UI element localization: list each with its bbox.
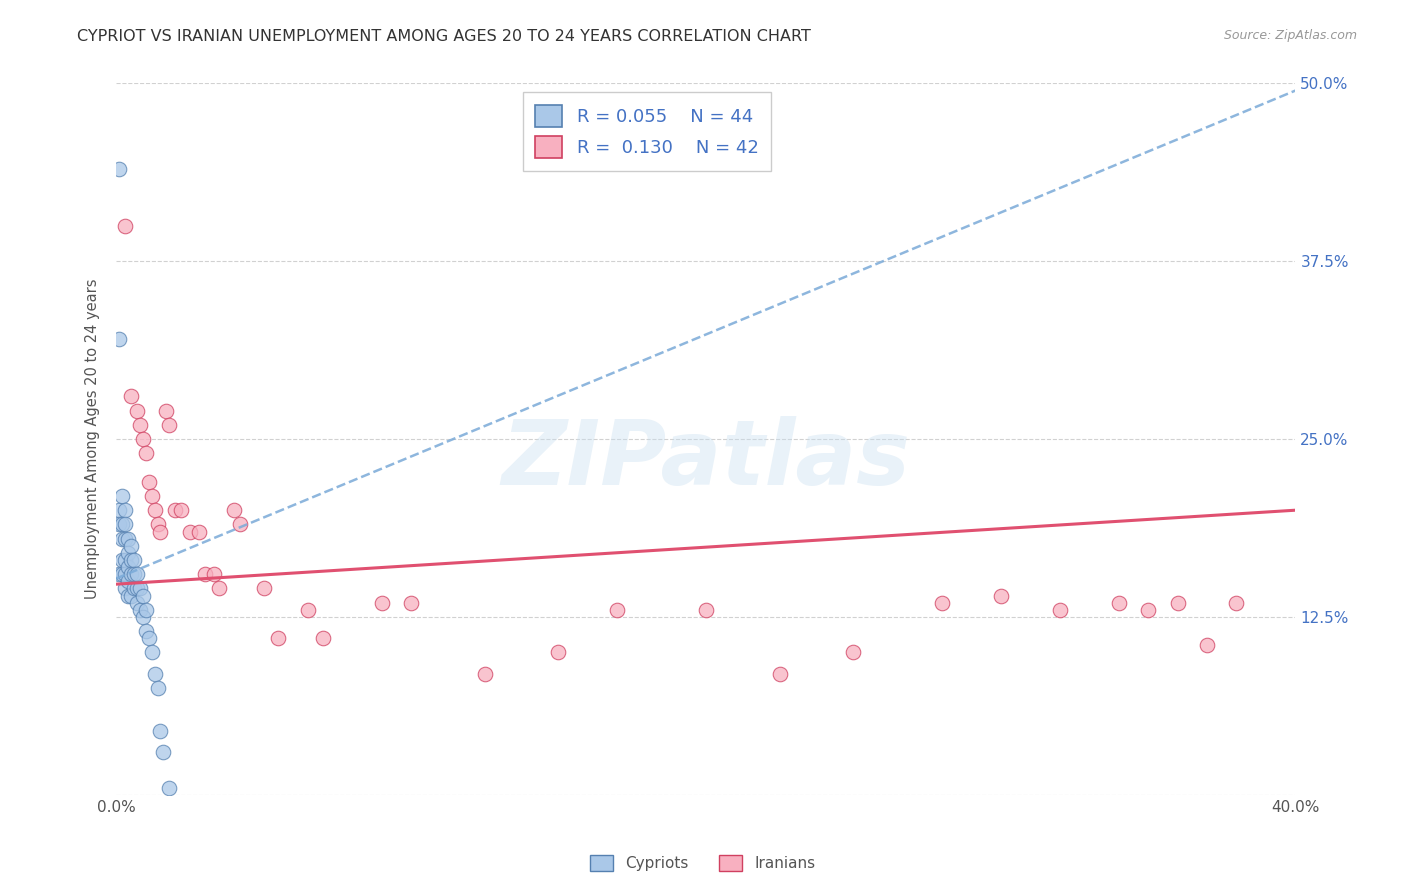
Point — [111, 553, 134, 567]
Point — [117, 546, 139, 560]
Point — [138, 631, 160, 645]
Point — [114, 503, 136, 517]
Point — [224, 503, 246, 517]
Y-axis label: Unemployment Among Ages 20 to 24 years: Unemployment Among Ages 20 to 24 years — [86, 279, 100, 599]
Point — [141, 489, 163, 503]
Point — [135, 446, 157, 460]
Point — [120, 553, 142, 567]
Point — [108, 567, 131, 582]
Point — [114, 517, 136, 532]
Point — [111, 567, 134, 582]
Point — [135, 603, 157, 617]
Point — [842, 645, 865, 659]
Point — [149, 723, 172, 738]
Point — [114, 219, 136, 233]
Point — [399, 596, 422, 610]
Point — [117, 560, 139, 574]
Point — [152, 745, 174, 759]
Point — [128, 582, 150, 596]
Point — [122, 553, 145, 567]
Point — [149, 524, 172, 539]
Point — [155, 403, 177, 417]
Point — [132, 589, 155, 603]
Point — [114, 553, 136, 567]
Point — [253, 582, 276, 596]
Point — [108, 517, 131, 532]
Point — [1167, 596, 1189, 610]
Point — [990, 589, 1012, 603]
Point — [114, 567, 136, 582]
Text: Source: ZipAtlas.com: Source: ZipAtlas.com — [1223, 29, 1357, 42]
Point — [157, 780, 180, 795]
Point — [111, 532, 134, 546]
Point — [132, 610, 155, 624]
Point — [111, 517, 134, 532]
Point — [229, 517, 252, 532]
Point — [143, 503, 166, 517]
Point — [1137, 603, 1160, 617]
Point — [547, 645, 569, 659]
Point — [128, 417, 150, 432]
Point — [138, 475, 160, 489]
Point — [143, 666, 166, 681]
Point — [120, 539, 142, 553]
Point — [1225, 596, 1247, 610]
Point — [370, 596, 392, 610]
Point — [170, 503, 193, 517]
Point — [311, 631, 333, 645]
Point — [122, 582, 145, 596]
Point — [117, 574, 139, 589]
Point — [108, 503, 131, 517]
Point — [111, 489, 134, 503]
Point — [931, 596, 953, 610]
Text: ZIPatlas: ZIPatlas — [502, 417, 910, 504]
Point — [202, 567, 225, 582]
Point — [122, 567, 145, 582]
Point — [194, 567, 217, 582]
Point — [108, 161, 131, 176]
Legend: Cypriots, Iranians: Cypriots, Iranians — [585, 849, 821, 877]
Point — [128, 603, 150, 617]
Point — [768, 666, 790, 681]
Point — [606, 603, 628, 617]
Point — [120, 567, 142, 582]
Point — [157, 417, 180, 432]
Point — [474, 666, 496, 681]
Point — [117, 589, 139, 603]
Point — [108, 333, 131, 347]
Point — [114, 532, 136, 546]
Point — [179, 524, 201, 539]
Point — [120, 589, 142, 603]
Point — [117, 532, 139, 546]
Point — [146, 517, 169, 532]
Point — [141, 645, 163, 659]
Point — [208, 582, 231, 596]
Point — [120, 389, 142, 403]
Text: CYPRIOT VS IRANIAN UNEMPLOYMENT AMONG AGES 20 TO 24 YEARS CORRELATION CHART: CYPRIOT VS IRANIAN UNEMPLOYMENT AMONG AG… — [77, 29, 811, 44]
Point — [1195, 638, 1218, 652]
Legend: R = 0.055    N = 44, R =  0.130    N = 42: R = 0.055 N = 44, R = 0.130 N = 42 — [523, 93, 772, 171]
Point — [297, 603, 319, 617]
Point — [1049, 603, 1071, 617]
Point — [125, 596, 148, 610]
Point — [187, 524, 209, 539]
Point — [132, 432, 155, 446]
Point — [125, 567, 148, 582]
Point — [267, 631, 290, 645]
Point — [1108, 596, 1130, 610]
Point — [125, 582, 148, 596]
Point — [165, 503, 187, 517]
Point — [146, 681, 169, 695]
Point — [135, 624, 157, 639]
Point — [125, 403, 148, 417]
Point — [695, 603, 717, 617]
Point — [114, 582, 136, 596]
